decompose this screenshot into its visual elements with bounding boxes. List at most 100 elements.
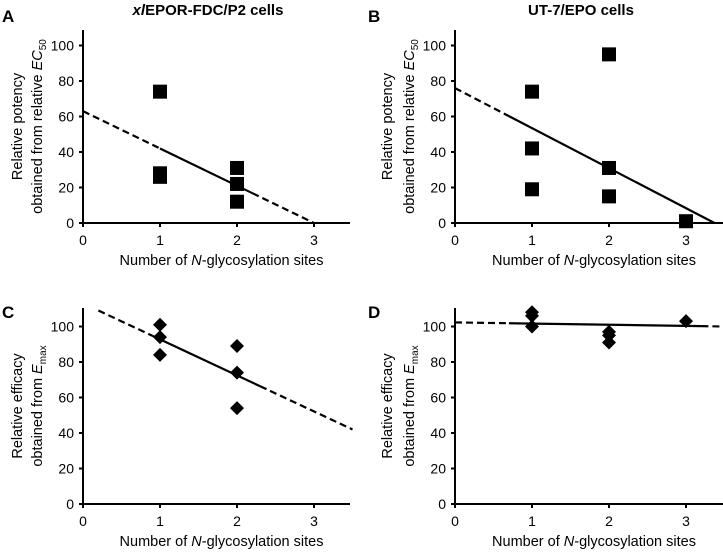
y-axis-label-part: obtained from	[402, 374, 418, 467]
y-tick-label: 20	[58, 461, 74, 477]
fit-line-extrapolated	[259, 385, 353, 431]
x-tick-label: 0	[79, 513, 87, 529]
y-axis-label-line-2: obtained from relative EC50	[402, 39, 421, 214]
y-tick-label: 60	[58, 109, 74, 125]
data-point-diamond	[525, 308, 539, 323]
x-axis-label-italic: N	[191, 253, 202, 269]
y-tick-label: 20	[58, 180, 74, 196]
x-tick-label: 3	[682, 513, 690, 529]
x-axis-label-italic: N	[564, 534, 575, 550]
data-point-square	[230, 160, 244, 175]
data-point-square	[230, 176, 244, 191]
x-tick-label: 1	[156, 232, 164, 248]
y-axis-label-italic: E	[402, 364, 418, 374]
x-axis-label-part: Number of	[492, 534, 564, 550]
x-axis-label-part: Number of	[120, 253, 192, 269]
y-tick-label: 80	[58, 354, 74, 370]
data-point-square	[230, 194, 244, 209]
y-tick-label: 80	[430, 73, 446, 89]
x-axis-label-part: -glycosylation sites	[574, 534, 696, 550]
y-tick-label: 100	[423, 38, 447, 54]
y-tick-label: 0	[438, 215, 446, 231]
y-axis-label-part: obtained from relative	[30, 70, 46, 213]
y-axis-label-subscript: 50	[38, 39, 49, 51]
panel-letter: C	[2, 303, 14, 322]
x-tick-label: 3	[310, 513, 318, 529]
panel-letter: D	[368, 303, 380, 322]
y-tick-label: 40	[430, 425, 446, 441]
x-tick-label: 3	[682, 232, 690, 248]
x-tick-label: 0	[79, 232, 87, 248]
data-point-diamond	[525, 319, 539, 334]
x-tick-label: 1	[156, 513, 164, 529]
y-tick-label: 20	[430, 461, 446, 477]
data-point-diamond	[230, 365, 244, 380]
data-point-diamond	[679, 314, 693, 329]
column-title-text: UT-7/EPO cells	[528, 2, 634, 19]
y-tick-label: 0	[66, 215, 74, 231]
y-axis-label-line-2: obtained from relative EC50	[30, 39, 49, 214]
fit-line-extrapolated	[454, 321, 509, 325]
data-point-diamond	[153, 347, 167, 362]
data-point-square	[525, 182, 539, 197]
y-tick-label: 80	[58, 73, 74, 89]
y-axis-label-italic: EC	[30, 50, 46, 71]
y-axis-label-subscript: 50	[410, 39, 421, 51]
fit-line-extrapolated	[251, 192, 315, 224]
data-point-square	[602, 189, 616, 204]
panel-letter: B	[368, 7, 380, 26]
x-tick-label: 1	[528, 232, 536, 248]
data-point-square	[602, 47, 616, 62]
panel-b: B 0 20 40 60 80 100 0 1 2 3 Number of N-glycosylati…	[368, 7, 723, 269]
x-tick-label: 1	[528, 513, 536, 529]
y-axis-label-line-1: Relative potency	[380, 72, 396, 180]
y-tick-label: 40	[430, 144, 446, 160]
x-axis-label-part: -glycosylation sites	[574, 253, 696, 269]
column-title-text: EPOR-FDC/P2 cells	[145, 2, 283, 19]
x-axis-label: Number of N-glycosylation sites	[120, 253, 324, 269]
y-tick-label: 0	[66, 496, 74, 512]
y-axis-label-line-1: Relative efficacy	[380, 353, 396, 459]
y-tick-label: 100	[51, 38, 75, 54]
data-point-diamond	[230, 401, 244, 416]
x-axis-label-part: -glycosylation sites	[202, 253, 324, 269]
y-tick-label: 60	[430, 109, 446, 125]
x-axis-label-part: Number of	[120, 534, 192, 550]
x-tick-label: 0	[451, 232, 459, 248]
x-axis-label: Number of N-glycosylation sites	[492, 534, 696, 550]
x-axis-label-part: Number of	[492, 253, 564, 269]
data-point-diamond	[153, 330, 167, 345]
data-point-diamond	[230, 339, 244, 354]
y-axis-label-subscript: max	[38, 345, 49, 364]
data-point-square	[679, 214, 693, 229]
data-point-square	[602, 160, 616, 175]
y-axis-label-italic: E	[30, 364, 46, 374]
y-tick-label: 80	[430, 354, 446, 370]
x-tick-label: 2	[605, 513, 613, 529]
x-tick-label: 0	[451, 513, 459, 529]
y-axis-label-part: obtained from relative	[402, 70, 418, 213]
x-tick-label: 3	[310, 232, 318, 248]
fit-line-extrapolated	[82, 110, 161, 150]
data-point-diamond	[602, 328, 616, 343]
panel-a: A 0 20 40 60 80 100 0 1 2 3 Number of N-glycosylati…	[2, 7, 350, 269]
x-axis-label-part: -glycosylation sites	[202, 534, 324, 550]
y-tick-label: 60	[430, 390, 446, 406]
fit-line-extrapolated	[454, 87, 510, 118]
y-tick-label: 0	[438, 496, 446, 512]
x-tick-label: 2	[233, 232, 241, 248]
y-axis-label-italic: EC	[402, 50, 418, 71]
fit-line	[151, 334, 261, 388]
panel-d: D 0 20 40 60 80 100 0 1 2 3 Number of N-glycosylati…	[368, 303, 723, 550]
y-tick-label: 60	[58, 390, 74, 406]
fit-line	[508, 322, 702, 328]
panel-letter: A	[2, 7, 14, 26]
y-axis-label-subscript: max	[410, 345, 421, 364]
data-point-square	[525, 141, 539, 156]
y-tick-label: 20	[430, 180, 446, 196]
y-axis-label-line-1: Relative efficacy	[10, 353, 26, 459]
y-axis-label-line-2: obtained from Emax	[30, 345, 49, 466]
data-point-square	[153, 84, 167, 99]
data-point-square	[525, 84, 539, 99]
